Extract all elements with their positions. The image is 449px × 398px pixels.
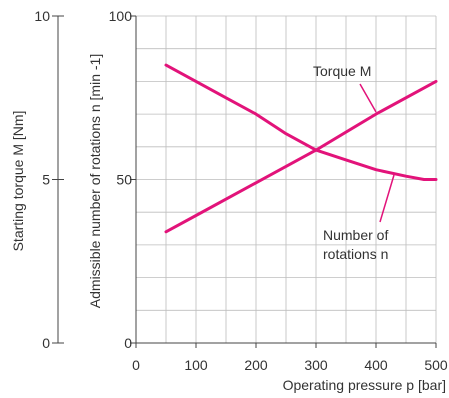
grid	[136, 15, 437, 343]
annotation-rotations-label-line2: rotations n	[323, 246, 388, 262]
x-tick-label: 400	[364, 357, 388, 373]
series	[164, 63, 438, 234]
annotations: Torque M Number of rotations n	[313, 63, 395, 262]
torque-tick-label: 5	[42, 172, 50, 188]
x-tick-label: 200	[244, 357, 268, 373]
series-line-torque	[164, 79, 438, 234]
series-line-rotations	[164, 63, 438, 181]
y-axis-right-label: Admissible number of rotations n [min -1…	[87, 54, 103, 308]
annotation-rotations-leader	[379, 174, 395, 223]
x-axis-label: Operating pressure p [bar]	[283, 377, 446, 393]
y-axis-left-label: Starting torque M [Nm]	[10, 111, 26, 252]
x-tick-label: 100	[184, 357, 208, 373]
rotations-tick-label: 0	[124, 335, 132, 351]
x-tick-label: 300	[304, 357, 328, 373]
annotation-torque-leader	[359, 83, 377, 113]
annotation-torque-label: Torque M	[313, 63, 371, 79]
rotations-tick-label: 100	[109, 8, 133, 24]
rotations-tick-label: 50	[116, 172, 132, 188]
torque-tick-label: 10	[34, 8, 50, 24]
x-tick-label: 0	[132, 357, 140, 373]
annotation-rotations-label-line1: Number of	[323, 227, 388, 243]
x-tick-label: 500	[424, 357, 448, 373]
torque-tick-label: 0	[42, 335, 50, 351]
tick-labels: 0 100 200 300 400 500 0 50 100 0 5 10	[34, 8, 447, 373]
